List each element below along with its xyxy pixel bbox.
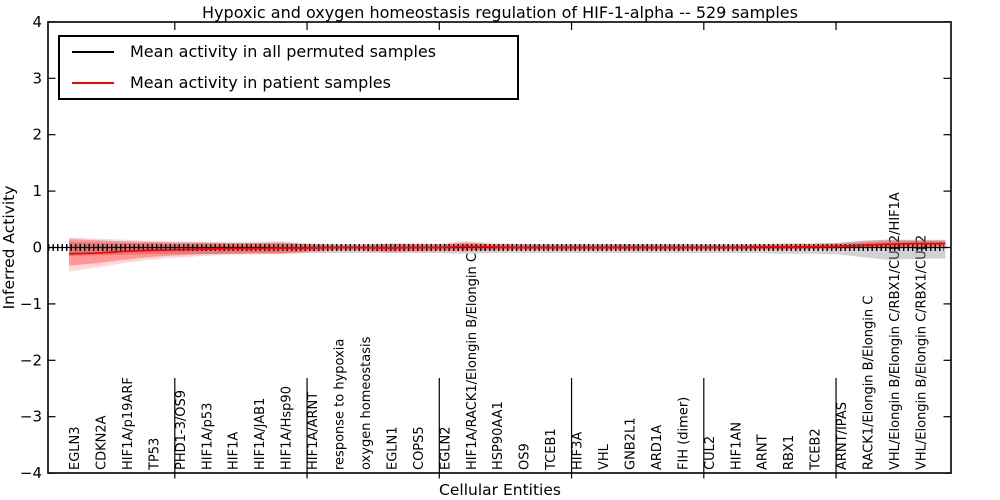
y-tick-labels: 4 3 2 1 0 −1 −2 −3 −4 [20, 13, 42, 482]
y-tick-label: 4 [32, 13, 42, 31]
x-tick-label: HIF1A/RACK1/Elongin B/Elongin C [465, 253, 480, 470]
x-tick-label: ARNT [756, 434, 771, 470]
x-tick-label: PHD1-3/OS9 [174, 390, 189, 470]
x-tick-label: TP53 [147, 438, 162, 471]
x-tick-label: CUL2 [703, 436, 718, 470]
x-tick-label: HIF1A [227, 432, 242, 470]
x-tick-label: TCEB2 [809, 428, 824, 471]
band-patient-samples-outer-spread [69, 237, 946, 272]
x-tick-label: HIF1A/ARNT [306, 392, 321, 470]
legend: Mean activity in all permuted samples Me… [58, 35, 519, 100]
confidence-bands [69, 237, 946, 272]
x-tick-label: RACK1/Elongin B/Elongin C [862, 296, 877, 470]
y-tick-label: −2 [20, 351, 42, 369]
y-tick-label: −1 [20, 295, 42, 313]
x-tick-label: HIF1A/Hsp90 [280, 386, 295, 470]
legend-label: Mean activity in all permuted samples [130, 42, 437, 62]
plot-frame [47, 21, 952, 474]
x-tick-label: VHL [597, 443, 612, 470]
black-line-swatch [72, 51, 114, 54]
y-tick-label: 0 [32, 239, 42, 257]
x-tick-label: CDKN2A [94, 415, 109, 470]
x-tick-label: HIF3A [571, 432, 586, 470]
band-patient-samples-inner-spread [69, 239, 946, 266]
x-tick-label: HIF1A/p19ARF [121, 377, 136, 470]
y-tick-label: 3 [32, 69, 42, 87]
x-tick-label: VHL/Elongin B/Elongin C/RBX1/CUL2 [914, 235, 929, 470]
x-tick-label: TCEB1 [544, 428, 559, 471]
x-tick-label: response to hypoxia [333, 339, 348, 470]
x-tick-label: HIF1A/p53 [200, 403, 215, 470]
x-tick-label: oxygen homeostasis [359, 336, 374, 470]
legend-entry-patient: Mean activity in patient samples [60, 68, 517, 99]
x-tick-label: HIF1A/JAB1 [253, 398, 268, 470]
x-tick-label: OS9 [518, 443, 533, 470]
x-tick-label: RBX1 [782, 435, 797, 470]
x-tick-label: EGLN3 [68, 426, 83, 470]
x-tick-label: ARNT/IPAS [835, 402, 850, 470]
x-tick-label: FIH (dimer) [676, 397, 691, 470]
x-axis-label: Cellular Entities [439, 481, 561, 499]
chart-title: Hypoxic and oxygen homeostasis regulatio… [202, 3, 798, 22]
x-tick-labels: EGLN3 CDKN2A HIF1A/p19ARF TP53 PHD1-3/OS9 HIF… [68, 192, 929, 471]
x-tick-label: COPS5 [412, 426, 427, 470]
red-line-swatch [72, 81, 114, 84]
y-tick-label: −4 [20, 464, 42, 482]
x-tick-label: VHL/Elongin B/Elongin C/RBX1/CUL2/HIF1A [888, 192, 903, 470]
x-tick-label: EGLN1 [385, 426, 400, 470]
legend-label: Mean activity in patient samples [130, 72, 391, 92]
y-tick-label: 1 [32, 182, 42, 200]
legend-entry-permuted: Mean activity in all permuted samples [60, 37, 517, 68]
x-tick-label: GNB2L1 [623, 417, 638, 470]
x-tick-label: EGLN2 [438, 426, 453, 470]
x-tick-label: HSP90AA1 [491, 401, 506, 470]
x-tick-label: ARD1A [650, 425, 665, 470]
y-tick-label: −3 [20, 408, 42, 426]
patient-mean-line [68, 242, 946, 255]
y-tick-label: 2 [32, 126, 42, 144]
y-axis-label: Inferred Activity [0, 186, 18, 310]
x-tick-label: HIF1AN [729, 422, 744, 470]
